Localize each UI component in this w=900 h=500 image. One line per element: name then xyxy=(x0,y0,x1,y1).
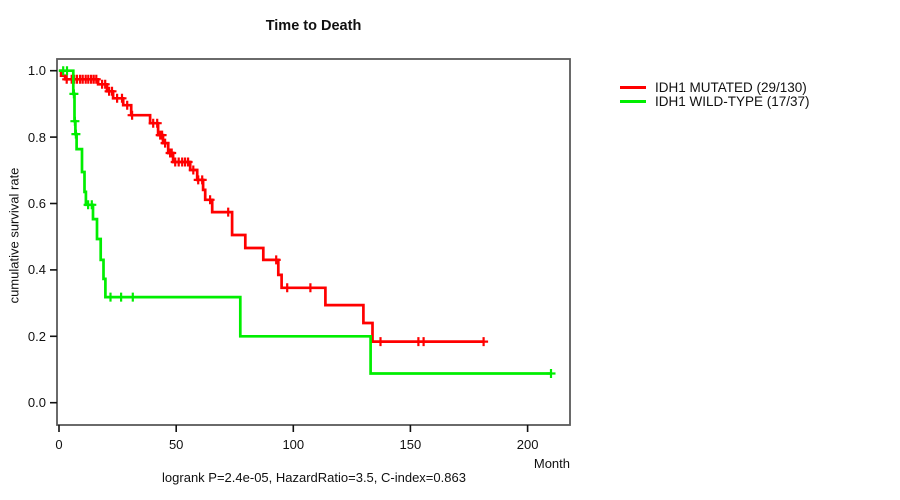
y-tick-label: 0.0 xyxy=(27,395,46,411)
y-tick-label: 1.0 xyxy=(27,63,46,79)
censor-mark-1 xyxy=(62,66,72,76)
x-tick-label: 200 xyxy=(516,437,539,452)
y-axis-label: cumulative survival rate xyxy=(6,167,22,304)
censor-mark-1 xyxy=(69,89,79,99)
censor-mark-1 xyxy=(106,292,115,302)
censor-mark-0 xyxy=(223,207,233,217)
footer-stats: logrank P=2.4e-05, HazardRatio=3.5, C-in… xyxy=(162,470,466,485)
censor-mark-1 xyxy=(128,292,138,302)
censor-mark-0 xyxy=(183,157,193,167)
legend-item-mutated: IDH1 MUTATED (29/130) xyxy=(620,79,810,95)
censor-mark-0 xyxy=(205,195,215,205)
censor-mark-0 xyxy=(376,337,385,347)
censor-mark-0 xyxy=(122,100,132,110)
x-tick-label: 0 xyxy=(55,437,63,452)
censor-mark-0 xyxy=(157,130,167,140)
censor-mark-0 xyxy=(91,74,101,84)
legend-item-wildtype: IDH1 WILD-TYPE (17/37) xyxy=(620,93,810,109)
x-tick-label: 50 xyxy=(168,437,184,452)
legend-label-wildtype: IDH1 WILD-TYPE (17/37) xyxy=(655,93,810,109)
legend-swatch-mutated xyxy=(620,85,646,89)
y-tick-label: 0.6 xyxy=(27,196,46,211)
censor-mark-1 xyxy=(116,292,126,302)
censor-mark-0 xyxy=(305,283,315,293)
x-tick-label: 100 xyxy=(282,437,305,452)
censor-mark-0 xyxy=(197,175,207,185)
censor-mark-1 xyxy=(546,369,556,378)
censor-mark-1 xyxy=(87,200,97,210)
censor-mark-0 xyxy=(117,93,127,103)
y-tick-label: 0.8 xyxy=(27,129,46,145)
censor-mark-1 xyxy=(71,129,81,139)
legend-label-mutated: IDH1 MUTATED (29/130) xyxy=(655,79,807,95)
legend-swatch-wildtype xyxy=(620,99,646,103)
censor-mark-0 xyxy=(107,86,117,96)
y-tick-label: 0.4 xyxy=(27,262,46,278)
censor-mark-1 xyxy=(70,116,80,126)
censor-mark-0 xyxy=(167,148,177,158)
censor-mark-0 xyxy=(271,255,281,265)
legend: IDH1 MUTATED (29/130) IDH1 WILD-TYPE (17… xyxy=(620,79,810,109)
censor-mark-0 xyxy=(152,118,162,128)
censor-mark-0 xyxy=(479,337,489,347)
plot-box xyxy=(56,58,571,426)
x-axis-label: Month xyxy=(533,456,570,471)
chart-title: Time to Death xyxy=(265,18,362,34)
censor-mark-0 xyxy=(160,138,170,148)
km-curve-0 xyxy=(59,69,484,343)
censor-mark-0 xyxy=(100,79,110,89)
y-tick-label: 0.2 xyxy=(27,328,46,344)
x-tick-label: 150 xyxy=(399,437,422,452)
censor-mark-0 xyxy=(127,110,137,120)
censor-mark-0 xyxy=(419,337,429,347)
censor-mark-0 xyxy=(188,165,198,175)
censor-mark-0 xyxy=(282,283,292,293)
